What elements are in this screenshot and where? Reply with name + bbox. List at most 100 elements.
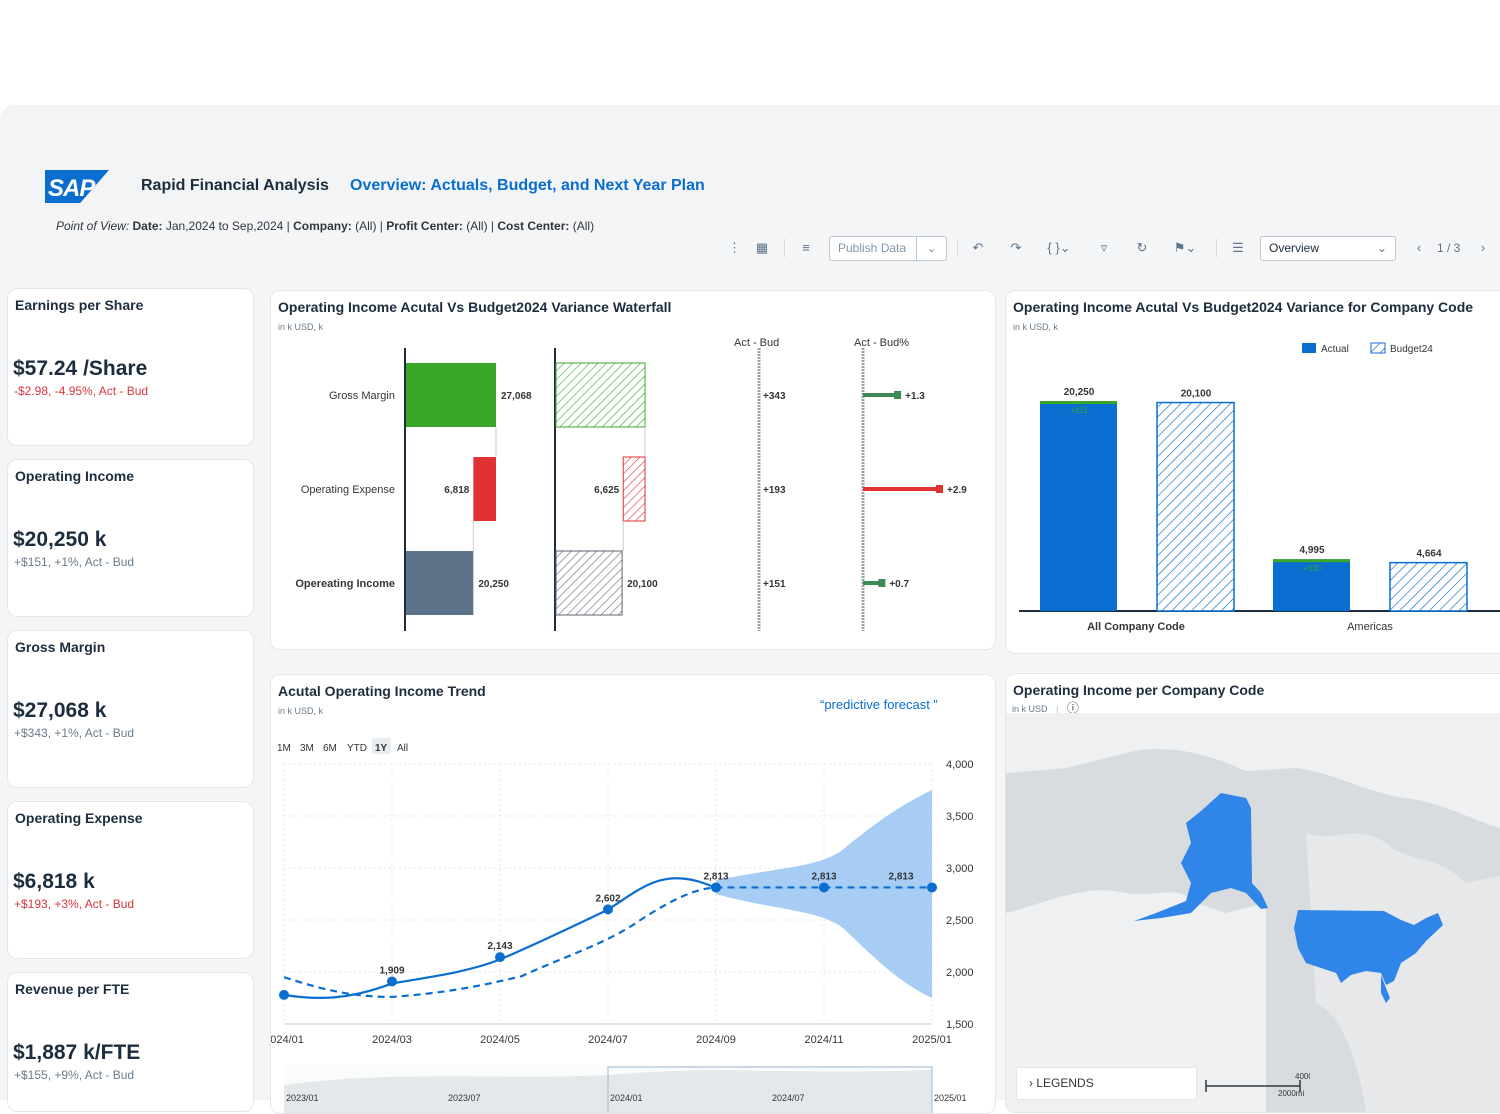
page-indicator: 1 / 3 xyxy=(1437,241,1461,255)
company-chart-card[interactable]: Operating Income Acutal Vs Budget2024 Va… xyxy=(1005,290,1500,654)
pov-date-label: Date: xyxy=(132,219,163,233)
actual-bar xyxy=(406,551,474,615)
chart-unit: in k USD, k xyxy=(1013,322,1059,332)
category-label: Opereating Income xyxy=(295,578,395,590)
region-alaska[interactable] xyxy=(1134,793,1268,921)
scale-label-mi: 2000mi xyxy=(1278,1089,1304,1096)
data-label: 20,250 xyxy=(478,579,509,590)
data-label: 20,250 xyxy=(1064,387,1095,398)
kpi-title: Earnings per Share xyxy=(15,297,144,313)
navigator-label: 2024/07 xyxy=(772,1093,805,1103)
toolbar-divider xyxy=(957,239,958,257)
toolbar-divider xyxy=(1216,239,1217,257)
page-select[interactable]: Overview ⌄ xyxy=(1260,236,1396,261)
variance-label: +343 xyxy=(763,391,786,402)
pov-profit-label: Profit Center: xyxy=(386,219,463,233)
forecast-band xyxy=(716,790,932,998)
map-atlantic-ocean xyxy=(1306,833,1500,1112)
region-united-states[interactable] xyxy=(1294,910,1443,985)
refresh-icon[interactable]: ↻ xyxy=(1136,240,1148,255)
chevron-down-icon[interactable]: ⌄ xyxy=(916,237,946,260)
variance-cap xyxy=(1040,401,1117,404)
actual-bar xyxy=(406,363,496,427)
data-point xyxy=(603,904,613,915)
range-button-ytd[interactable]: YTD xyxy=(347,743,367,754)
data-label: 4,664 xyxy=(1416,549,1441,560)
undo-icon[interactable]: ↶ xyxy=(972,240,984,255)
y-tick-label: 1,500 xyxy=(946,1019,974,1031)
legend-swatch-budget xyxy=(1370,342,1386,354)
geo-map[interactable] xyxy=(1006,713,1500,1113)
format-icon[interactable]: ≡ xyxy=(802,240,810,255)
legends-button[interactable]: › LEGENDS xyxy=(1016,1067,1197,1100)
range-button-6m[interactable]: 6M xyxy=(323,743,337,754)
data-label: 20,100 xyxy=(1181,389,1212,400)
data-label: 27,068 xyxy=(501,391,532,402)
calendar-icon[interactable]: ▦ xyxy=(755,240,769,255)
pov-company-label: Company: xyxy=(293,219,352,233)
y-tick-label: 3,000 xyxy=(946,863,974,875)
chevron-down-icon: ⌄ xyxy=(1376,241,1387,255)
data-label: 20,100 xyxy=(627,579,658,590)
map-card[interactable]: Operating Income per Company Code in k U… xyxy=(1005,673,1500,1113)
pov-prefix: Point of View: xyxy=(56,219,130,233)
data-label: 2,813 xyxy=(811,871,836,882)
legend-swatch-actual xyxy=(1302,343,1316,353)
variance-pct-label: +2.9 xyxy=(947,485,967,496)
range-button-1y[interactable]: 1Y xyxy=(375,743,388,754)
actual-bar xyxy=(473,457,496,521)
bookmark-icon[interactable]: ⚑⌄ xyxy=(1173,240,1197,255)
data-label: 2,813 xyxy=(888,871,913,882)
legend-label: Actual xyxy=(1321,344,1349,355)
filter-icon[interactable]: ▿ xyxy=(1100,240,1108,255)
range-button-all[interactable]: All xyxy=(397,743,408,754)
publish-data-button[interactable]: Publish Data ⌄ xyxy=(829,236,947,261)
data-point xyxy=(387,976,397,987)
kpi-value: $57.24 /Share xyxy=(13,357,148,380)
kpi-value: $1,887 k/FTE xyxy=(13,1041,141,1064)
kpi-card[interactable]: Earnings per Share $57.24 /Share -$2.98,… xyxy=(7,288,254,446)
story-toolbar: ⋮ ▦ ≡ Publish Data ⌄ ↶ ↷ { }⌄ ▿ ↻ ⚑⌄ ☰ O… xyxy=(722,233,1500,265)
redo-icon[interactable]: ↷ xyxy=(1010,240,1022,255)
kpi-card[interactable]: Revenue per FTE $1,887 k/FTE +$155, +9%,… xyxy=(7,972,254,1112)
variables-icon[interactable]: { }⌄ xyxy=(1047,240,1071,255)
region-florida[interactable] xyxy=(1381,975,1390,1003)
previous-page-icon[interactable]: ‹ xyxy=(1416,240,1422,255)
app-title: Rapid Financial Analysis xyxy=(141,177,329,194)
kpi-title: Revenue per FTE xyxy=(15,981,130,997)
map-arctic-ocean xyxy=(1006,713,1500,829)
info-icon[interactable]: ⓘ xyxy=(1066,701,1079,715)
kpi-card[interactable]: Operating Income $20,250 k +$151, +1%, A… xyxy=(7,459,254,617)
kpi-variance: +$151, +1%, Act - Bud xyxy=(14,555,135,569)
navigator-window xyxy=(607,1066,933,1113)
outline-icon[interactable]: ☰ xyxy=(1232,240,1244,255)
kpi-card[interactable]: Gross Margin $27,068 k +$343, +1%, Act -… xyxy=(7,630,254,788)
range-button-3m[interactable]: 3M xyxy=(300,743,314,754)
trend-chart-card[interactable]: Acutal Operating Income Trend in k USD, … xyxy=(270,674,996,1114)
category-label: Gross Margin xyxy=(329,390,395,402)
range-button-1m[interactable]: 1M xyxy=(277,743,291,754)
legend-label: Budget24 xyxy=(1390,344,1433,355)
data-label: 2,813 xyxy=(703,871,728,882)
variance-label: +330 xyxy=(1303,564,1322,573)
actual-bar xyxy=(1273,559,1350,611)
chart-title: Operating Income Acutal Vs Budget2024 Va… xyxy=(1013,299,1474,315)
budget-bar xyxy=(1156,401,1235,612)
waterfall-chart-card[interactable]: Operating Income Acutal Vs Budget2024 Va… xyxy=(270,290,996,650)
waterfall-chart: Act - Bud Act - Bud% Gross Margin 27,068 +… xyxy=(295,337,967,631)
more-vertical-icon[interactable]: ⋮ xyxy=(728,240,741,255)
publish-data-label: Publish Data xyxy=(838,241,907,255)
kpi-card[interactable]: Operating Expense $6,818 k +$193, +3%, A… xyxy=(7,801,254,959)
y-tick-label: 3,500 xyxy=(946,811,974,823)
kpi-value: $27,068 k xyxy=(13,699,107,722)
navigator-label: 2023/01 xyxy=(286,1093,319,1103)
data-point xyxy=(819,882,829,893)
variance-pct-marker xyxy=(878,579,886,587)
kpi-variance: +$155, +9%, Act - Bud xyxy=(14,1068,135,1082)
next-page-icon[interactable]: › xyxy=(1480,240,1486,255)
kpi-variance: +$193, +3%, Act - Bud xyxy=(14,897,135,911)
x-tick-label: 2025/01 xyxy=(912,1034,952,1046)
sap-logo[interactable]: SAP xyxy=(45,170,109,203)
variance-pct-marker xyxy=(936,485,943,493)
category-label: All Company Code xyxy=(1087,621,1185,633)
